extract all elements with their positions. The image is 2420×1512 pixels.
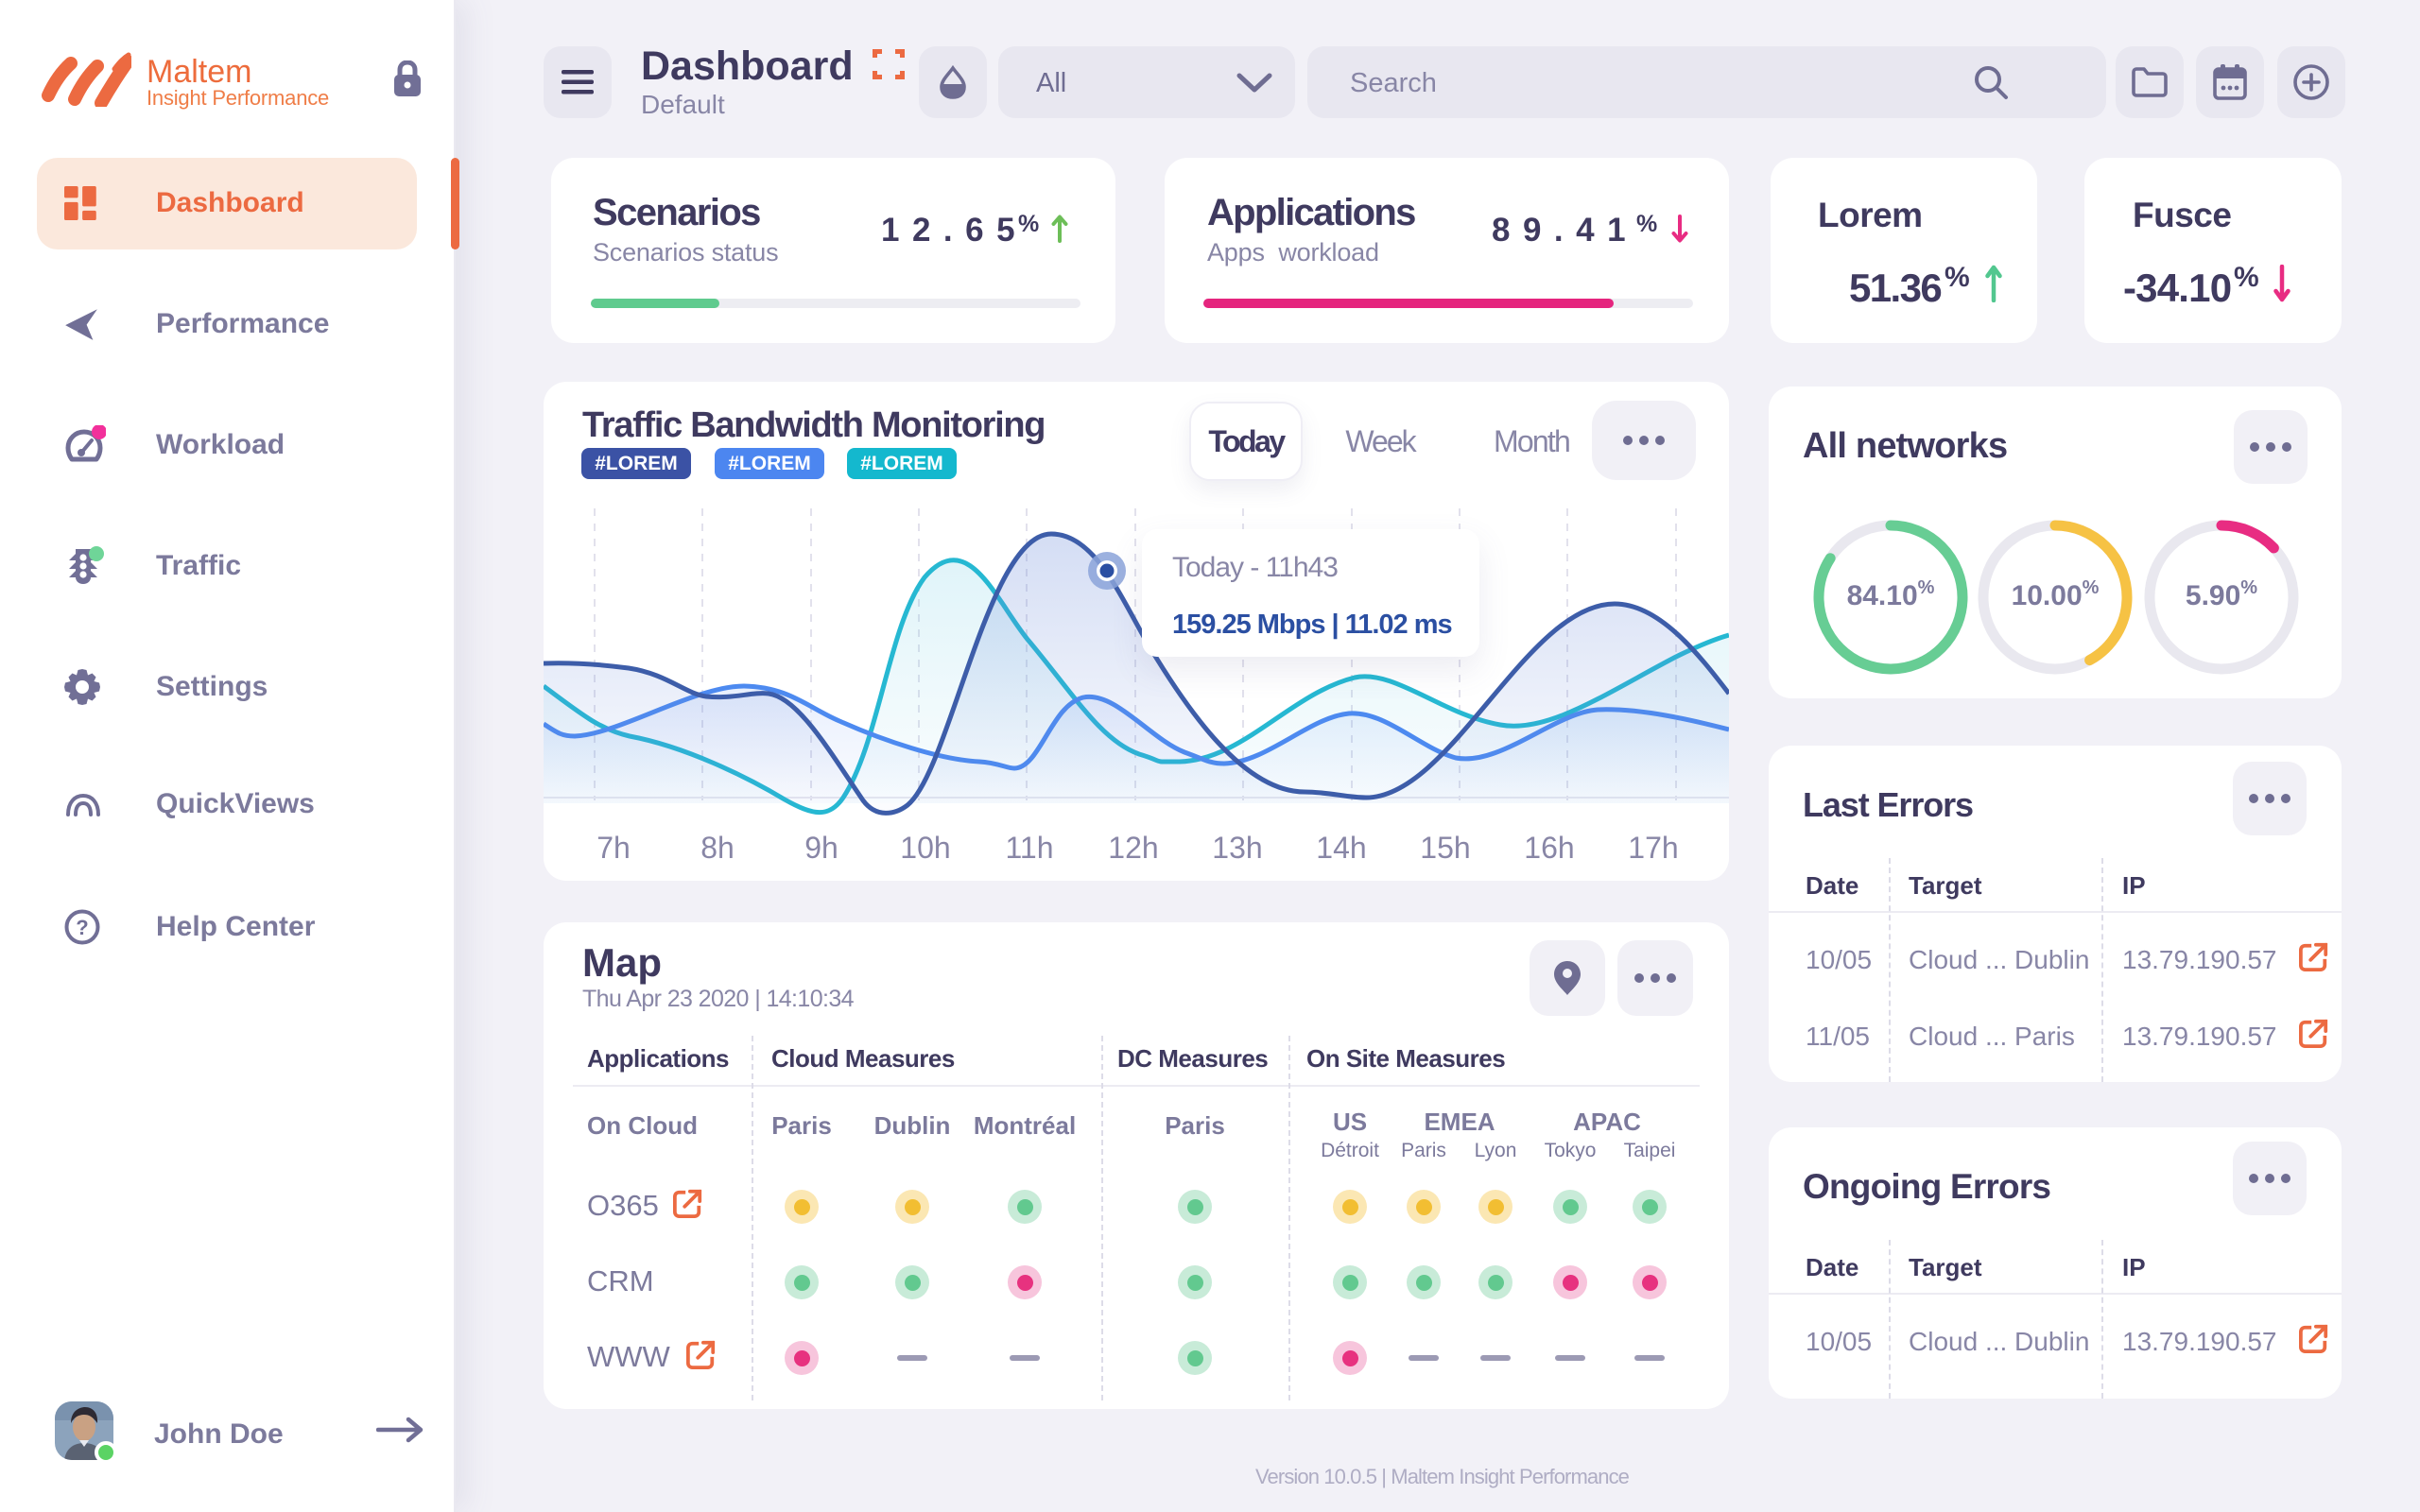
svg-text:?: ? <box>76 916 88 939</box>
